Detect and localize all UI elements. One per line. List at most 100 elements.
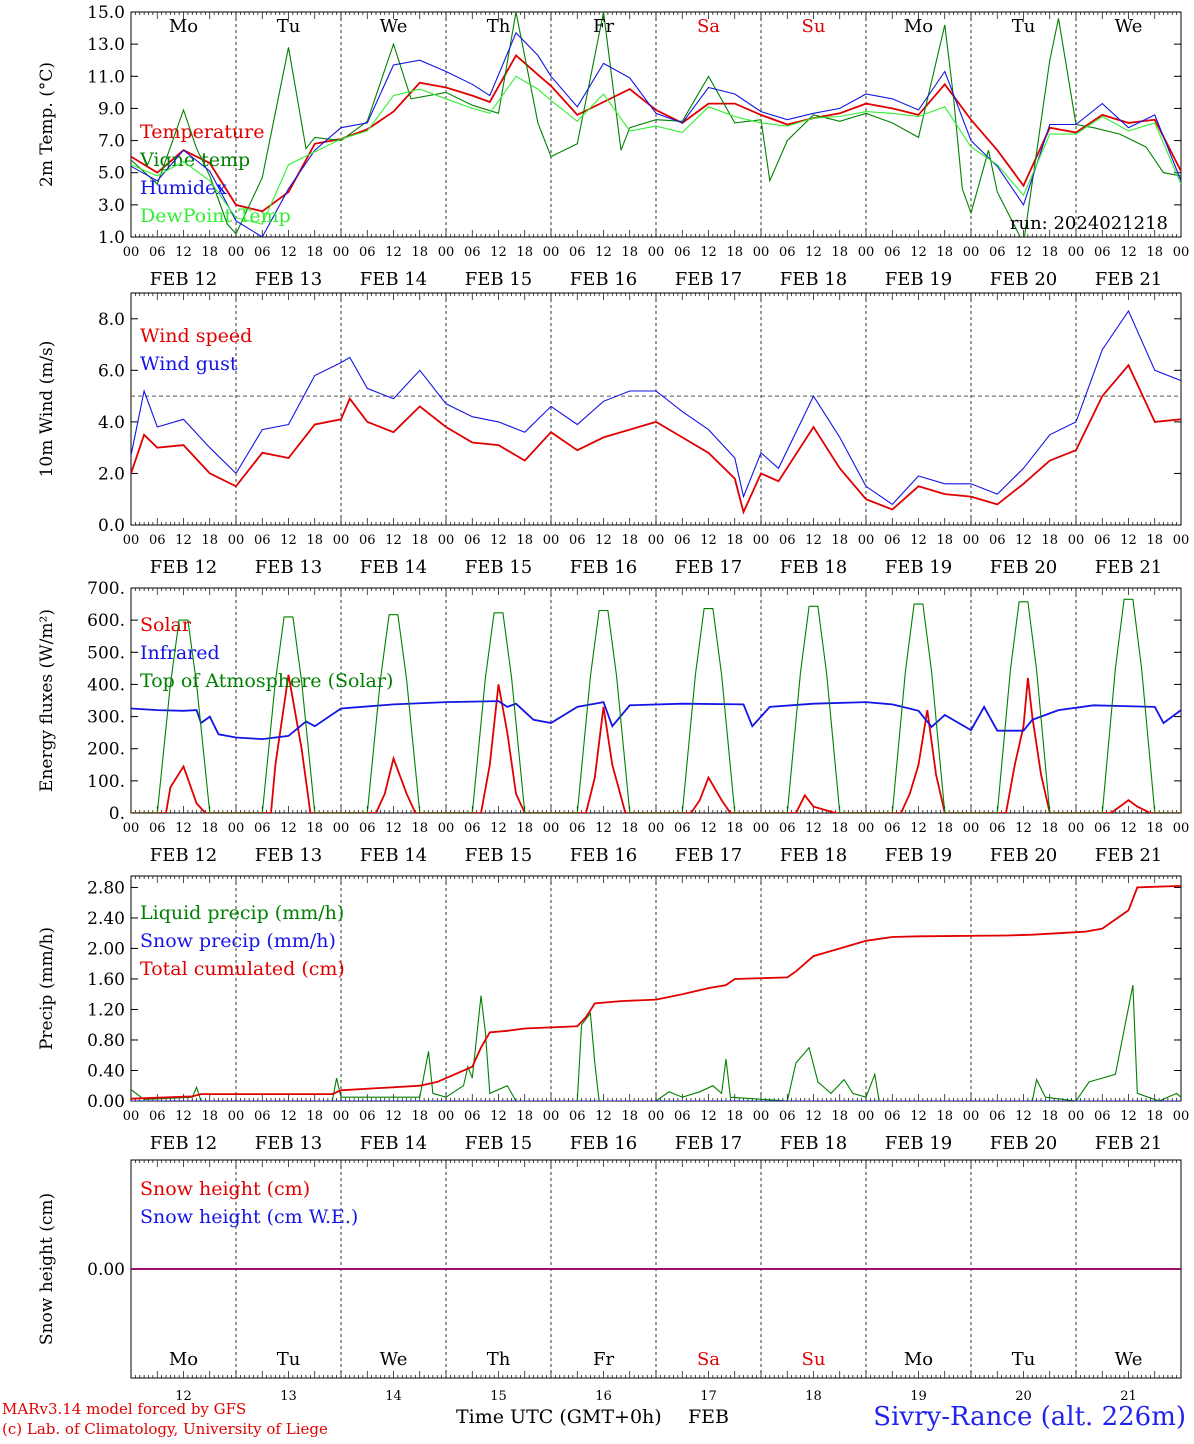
date-label: FEB 14 [360, 845, 427, 866]
hour-tick-label: 00 [123, 245, 140, 260]
hour-tick-label: 18 [201, 1109, 218, 1124]
hour-tick-label: 18 [306, 1109, 323, 1124]
y-tick-label: 0. [109, 804, 125, 824]
date-label: FEB 18 [780, 1133, 847, 1154]
hour-tick-label: 06 [569, 821, 586, 836]
date-label: FEB 19 [885, 1133, 952, 1154]
y-tick-label: 8.0 [98, 310, 125, 330]
day-number: 17 [700, 1389, 717, 1404]
hour-tick-label: 12 [490, 245, 507, 260]
hour-tick-label: 18 [936, 245, 953, 260]
hour-tick-label: 00 [753, 821, 770, 836]
hour-tick-label: 06 [1094, 1109, 1111, 1124]
hour-tick-label: 06 [884, 533, 901, 548]
hour-tick-label: 12 [1120, 245, 1137, 260]
hour-tick-label: 00 [1173, 533, 1190, 548]
date-label: FEB 21 [1095, 845, 1162, 866]
plot-frame [130, 587, 1182, 814]
hour-tick-label: 18 [831, 245, 848, 260]
hour-tick-label: 12 [175, 821, 192, 836]
legend-entry: Snow precip (mm/h) [140, 930, 336, 952]
hour-tick-label: 18 [831, 533, 848, 548]
series-line-infrared [131, 700, 1181, 741]
hour-tick-label: 12 [700, 1109, 717, 1124]
date-label: FEB 19 [885, 557, 952, 578]
day-name: Sa [697, 16, 720, 37]
hour-tick-label: 00 [1068, 1109, 1085, 1124]
lab-credit: (c) Lab. of Climatology, University of L… [2, 1420, 328, 1438]
legend-entry: Solar [140, 614, 192, 636]
y-tick-label: 5.0 [98, 164, 125, 184]
hour-tick-label: 18 [1146, 245, 1163, 260]
series-line-total-cumulated-cm- [131, 885, 1181, 1100]
hour-tick-label: 00 [963, 1109, 980, 1124]
date-label: FEB 21 [1095, 557, 1162, 578]
y-tick-label: 2.0 [98, 464, 125, 484]
hour-tick-label: 18 [1146, 533, 1163, 548]
hour-tick-label: 12 [1015, 821, 1032, 836]
y-axis-label: 2m Temp. (°C) [37, 62, 57, 187]
hour-tick-label: 06 [254, 533, 271, 548]
day-number: 15 [490, 1389, 507, 1404]
date-label: FEB 21 [1095, 1133, 1162, 1154]
hour-tick-label: 18 [516, 533, 533, 548]
day-name: Tu [1012, 1349, 1036, 1370]
y-tick-label: 0.40 [87, 1061, 125, 1081]
model-credit: MARv3.14 model forced by GFS [2, 1400, 247, 1418]
hour-tick-label: 06 [779, 533, 796, 548]
hour-tick-label: 18 [1041, 821, 1058, 836]
date-label: FEB 16 [570, 845, 637, 866]
hour-tick-label: 12 [805, 533, 822, 548]
hour-tick-label: 12 [805, 821, 822, 836]
hour-tick-label: 06 [569, 533, 586, 548]
legend-entry: DewPoint Temp [140, 205, 291, 227]
hour-tick-label: 18 [1146, 821, 1163, 836]
hour-tick-label: 18 [726, 245, 743, 260]
legend-entry: Wind speed [140, 325, 252, 347]
day-name: Mo [169, 1349, 198, 1370]
y-tick-label: 2.00 [87, 939, 125, 959]
hour-tick-label: 18 [621, 1109, 638, 1124]
month-label: FEB [688, 1406, 730, 1428]
hour-tick-label: 00 [963, 821, 980, 836]
hour-tick-label: 00 [963, 245, 980, 260]
hour-tick-label: 18 [306, 533, 323, 548]
hour-tick-label: 18 [726, 533, 743, 548]
hour-tick-label: 12 [175, 245, 192, 260]
date-label: FEB 13 [255, 845, 322, 866]
hour-tick-label: 18 [411, 821, 428, 836]
hour-tick-label: 00 [1173, 821, 1190, 836]
hour-tick-label: 06 [464, 245, 481, 260]
hour-tick-label: 06 [779, 1109, 796, 1124]
hour-tick-label: 18 [516, 245, 533, 260]
hour-tick-label: 18 [831, 1109, 848, 1124]
date-label: FEB 16 [570, 269, 637, 290]
hour-tick-label: 12 [910, 245, 927, 260]
date-label: FEB 13 [255, 269, 322, 290]
hour-tick-label: 00 [1068, 245, 1085, 260]
date-label: FEB 13 [255, 557, 322, 578]
hour-tick-label: 00 [1173, 245, 1190, 260]
day-name: Su [802, 1349, 826, 1370]
day-number: 18 [805, 1389, 822, 1404]
hour-tick-label: 18 [726, 821, 743, 836]
day-name: We [1115, 1349, 1143, 1370]
y-tick-label: 600. [87, 611, 125, 631]
hour-tick-label: 00 [543, 533, 560, 548]
hour-tick-label: 06 [989, 245, 1006, 260]
date-label: FEB 14 [360, 269, 427, 290]
hour-tick-label: 12 [700, 533, 717, 548]
panel-precip: 0.00 0.40 0.80 1.20 1.60 2.00 2.40 2.80 Precip (… [37, 875, 1189, 1154]
legend-entry: Liquid precip (mm/h) [140, 902, 344, 924]
hour-tick-label: 12 [595, 1109, 612, 1124]
day-number: 16 [595, 1389, 612, 1404]
series-line-top-of-atmosphere-solar- [131, 598, 1181, 813]
series-line-solar [131, 674, 1181, 813]
y-tick-label: 0.0 [98, 516, 125, 536]
day-name: Mo [169, 16, 198, 37]
hour-tick-label: 06 [884, 245, 901, 260]
hour-tick-label: 18 [411, 245, 428, 260]
legend-entry: Infrared [140, 642, 220, 664]
y-tick-label: 100. [87, 772, 125, 792]
hour-tick-label: 12 [910, 1109, 927, 1124]
